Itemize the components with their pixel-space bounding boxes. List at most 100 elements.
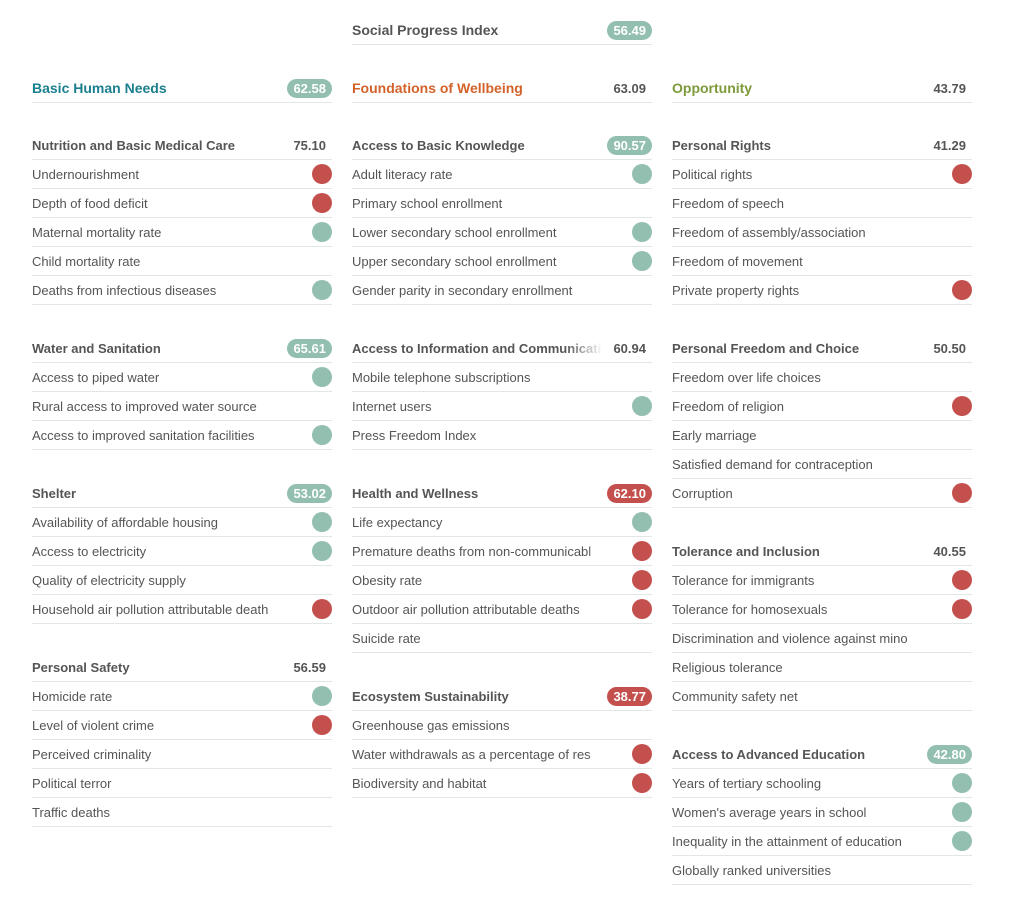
indicator-label: Biodiversity and habitat bbox=[352, 775, 487, 791]
pillar-header-opportunity[interactable]: Opportunity 43.79 bbox=[672, 74, 972, 103]
indicator-row[interactable]: Freedom over life choices bbox=[672, 363, 972, 392]
indicator-row[interactable]: Lower secondary school enrollment bbox=[352, 218, 652, 247]
indicator-row[interactable]: Political rights bbox=[672, 160, 972, 189]
indicator-row[interactable]: Undernourishment bbox=[32, 160, 332, 189]
indicator-row[interactable]: Upper secondary school enrollment bbox=[352, 247, 652, 276]
indicator-row[interactable]: Freedom of religion bbox=[672, 392, 972, 421]
indicator-row[interactable]: Household air pollution attributable dea… bbox=[32, 595, 332, 624]
pillar-title: Opportunity bbox=[672, 80, 753, 96]
pillar-score: 43.79 bbox=[933, 80, 966, 96]
component-score-badge: 38.77 bbox=[607, 686, 652, 706]
indicator-row[interactable]: Biodiversity and habitat bbox=[352, 769, 652, 798]
indicator-row[interactable]: Discrimination and violence against mino bbox=[672, 624, 972, 653]
component-nutrition-and-basic-medical-care: Nutrition and Basic Medical Care 75.10 Und… bbox=[32, 131, 332, 305]
indicator-row[interactable]: Availability of affordable housing bbox=[32, 508, 332, 537]
indicator-label: Freedom of assembly/association bbox=[672, 224, 866, 240]
component-header[interactable]: Personal Safety 56.59 bbox=[32, 653, 332, 682]
indicator-row[interactable]: Deaths from infectious diseases bbox=[32, 276, 332, 305]
indicator-row[interactable]: Religious tolerance bbox=[672, 653, 972, 682]
indicator-row[interactable]: Freedom of movement bbox=[672, 247, 972, 276]
indicator-row[interactable]: Internet users bbox=[352, 392, 652, 421]
indicator-row[interactable]: Women's average years in school bbox=[672, 798, 972, 827]
indicator-row[interactable]: Private property rights bbox=[672, 276, 972, 305]
indicator-row[interactable]: Access to improved sanitation facilities bbox=[32, 421, 332, 450]
indicator-row[interactable]: Tolerance for homosexuals bbox=[672, 595, 972, 624]
pillar-header-basic-human-needs[interactable]: Basic Human Needs 62.58 bbox=[32, 74, 332, 103]
component-header[interactable]: Tolerance and Inclusion 40.55 bbox=[672, 537, 972, 566]
indicator-label: Traffic deaths bbox=[32, 804, 111, 820]
indicator-label: Access to piped water bbox=[32, 369, 160, 385]
indicator-row[interactable]: Perceived criminality bbox=[32, 740, 332, 769]
strength-dot-icon bbox=[952, 773, 972, 793]
indicator-row[interactable]: Early marriage bbox=[672, 421, 972, 450]
indicator-row[interactable]: Level of violent crime bbox=[32, 711, 332, 740]
indicator-row[interactable]: Inequality in the attainment of educatio… bbox=[672, 827, 972, 856]
indicator-row[interactable]: Traffic deaths bbox=[32, 798, 332, 827]
indicator-row[interactable]: Quality of electricity supply bbox=[32, 566, 332, 595]
indicator-label: Access to improved sanitation facilities bbox=[32, 427, 255, 443]
indicator-label: Lower secondary school enrollment bbox=[352, 224, 557, 240]
weakness-dot-icon bbox=[952, 570, 972, 590]
indicator-row[interactable]: Water withdrawals as a percentage of res bbox=[352, 740, 652, 769]
indicator-row[interactable]: Obesity rate bbox=[352, 566, 652, 595]
indicator-label: Depth of food deficit bbox=[32, 195, 148, 211]
indicator-label: Political rights bbox=[672, 166, 753, 182]
indicator-row[interactable]: Globally ranked universities bbox=[672, 856, 972, 885]
indicator-label: Premature deaths from non-communicabl bbox=[352, 543, 592, 559]
indicator-row[interactable]: Access to electricity bbox=[32, 537, 332, 566]
component-header[interactable]: Water and Sanitation 65.61 bbox=[32, 334, 332, 363]
component-header[interactable]: Personal Rights 41.29 bbox=[672, 131, 972, 160]
weakness-dot-icon bbox=[312, 715, 332, 735]
component-header[interactable]: Ecosystem Sustainability 38.77 bbox=[352, 682, 652, 711]
component-header[interactable]: Access to Basic Knowledge 90.57 bbox=[352, 131, 652, 160]
indicator-row[interactable]: Depth of food deficit bbox=[32, 189, 332, 218]
component-score: 41.29 bbox=[933, 137, 966, 153]
indicator-row[interactable]: Access to piped water bbox=[32, 363, 332, 392]
indicator-row[interactable]: Homicide rate bbox=[32, 682, 332, 711]
indicator-row[interactable]: Rural access to improved water source bbox=[32, 392, 332, 421]
weakness-dot-icon bbox=[632, 599, 652, 619]
weakness-dot-icon bbox=[632, 773, 652, 793]
strength-dot-icon bbox=[312, 541, 332, 561]
component-header[interactable]: Access to Advanced Education 42.80 bbox=[672, 740, 972, 769]
indicator-row[interactable]: Primary school enrollment bbox=[352, 189, 652, 218]
indicator-row[interactable]: Child mortality rate bbox=[32, 247, 332, 276]
component-header[interactable]: Access to Information and Communicati 60.… bbox=[352, 334, 652, 363]
component-header[interactable]: Shelter 53.02 bbox=[32, 479, 332, 508]
indicator-row[interactable]: Press Freedom Index bbox=[352, 421, 652, 450]
indicator-row[interactable]: Mobile telephone subscriptions bbox=[352, 363, 652, 392]
indicator-label: Perceived criminality bbox=[32, 746, 152, 762]
indicator-row[interactable]: Freedom of assembly/association bbox=[672, 218, 972, 247]
indicator-row[interactable]: Corruption bbox=[672, 479, 972, 508]
indicator-row[interactable]: Life expectancy bbox=[352, 508, 652, 537]
indicator-row[interactable]: Years of tertiary schooling bbox=[672, 769, 972, 798]
indicator-row[interactable]: Gender parity in secondary enrollment bbox=[352, 276, 652, 305]
component-title: Water and Sanitation bbox=[32, 340, 161, 356]
indicator-row[interactable]: Satisfied demand for contraception bbox=[672, 450, 972, 479]
indicator-row[interactable]: Greenhouse gas emissions bbox=[352, 711, 652, 740]
indicator-row[interactable]: Freedom of speech bbox=[672, 189, 972, 218]
component-header[interactable]: Nutrition and Basic Medical Care 75.10 bbox=[32, 131, 332, 160]
indicator-row[interactable]: Maternal mortality rate bbox=[32, 218, 332, 247]
indicator-row[interactable]: Outdoor air pollution attributable death… bbox=[352, 595, 652, 624]
strength-dot-icon bbox=[632, 164, 652, 184]
weakness-dot-icon bbox=[952, 396, 972, 416]
indicator-row[interactable]: Adult literacy rate bbox=[352, 160, 652, 189]
indicator-label: Internet users bbox=[352, 398, 432, 414]
spi-score-badge: 56.49 bbox=[607, 20, 652, 40]
weakness-dot-icon bbox=[312, 164, 332, 184]
component-header[interactable]: Personal Freedom and Choice 50.50 bbox=[672, 334, 972, 363]
indicator-row[interactable]: Political terror bbox=[32, 769, 332, 798]
indicator-row[interactable]: Premature deaths from non-communicabl bbox=[352, 537, 652, 566]
pillar-column-basic-human-needs: Basic Human Needs 62.58 Nutrition and Basi… bbox=[32, 74, 332, 914]
weakness-dot-icon bbox=[952, 164, 972, 184]
indicator-row[interactable]: Community safety net bbox=[672, 682, 972, 711]
indicator-label: Upper secondary school enrollment bbox=[352, 253, 557, 269]
spi-header[interactable]: Social Progress Index 56.49 bbox=[352, 16, 652, 45]
indicator-label: Political terror bbox=[32, 775, 112, 791]
component-header[interactable]: Health and Wellness 62.10 bbox=[352, 479, 652, 508]
pillar-header-foundations-of-wellbeing[interactable]: Foundations of Wellbeing 63.09 bbox=[352, 74, 652, 103]
indicator-row[interactable]: Tolerance for immigrants bbox=[672, 566, 972, 595]
indicator-label: Gender parity in secondary enrollment bbox=[352, 282, 573, 298]
indicator-row[interactable]: Suicide rate bbox=[352, 624, 652, 653]
